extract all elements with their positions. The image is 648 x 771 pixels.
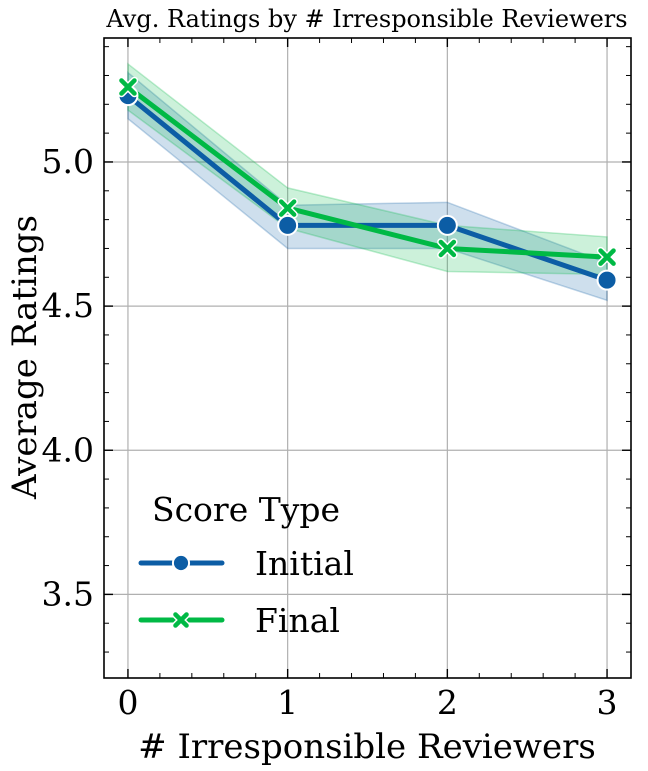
x-tick-label: 3 [597, 683, 618, 722]
legend-marker-final [171, 610, 191, 630]
y-tick-label: 4.5 [42, 286, 94, 325]
final-point [117, 76, 139, 98]
final-point [596, 246, 618, 268]
x-axis-title: # Irresponsible Reviewers [138, 727, 596, 767]
initial-point [436, 214, 458, 236]
legend-label-final: Final [255, 601, 340, 640]
x-tick-labels: 0 1 2 3 [117, 683, 617, 722]
legend-label-initial: Initial [255, 544, 354, 583]
marker-cross [278, 199, 297, 217]
initial-confidence-band [127, 70, 608, 302]
legend: Score Type Initial Final [138, 490, 354, 640]
marker-cross [598, 248, 616, 266]
series-markers [117, 76, 618, 291]
grid [104, 38, 631, 678]
final-point [277, 197, 298, 219]
final-line [125, 84, 610, 260]
chart-title: Avg. Ratings by # Irresponsible Reviewer… [105, 5, 627, 33]
legend-title: Score Type [152, 490, 340, 529]
confidence-bands [127, 62, 608, 302]
y-tick-label: 5.0 [42, 142, 94, 181]
series-lines [125, 84, 610, 283]
y-tick-label: 3.5 [42, 574, 94, 613]
final-point [437, 238, 458, 259]
axis-ticks [104, 38, 631, 678]
marker-cross [173, 612, 189, 628]
y-tick-labels: 3.5 4.0 4.5 5.0 [42, 142, 94, 613]
marker-cross [119, 78, 137, 96]
initial-point [277, 214, 299, 236]
x-tick-label: 1 [277, 683, 298, 722]
x-tick-label: 2 [437, 683, 458, 722]
initial-point [596, 269, 618, 291]
y-axis-title: Average Ratings [5, 215, 45, 500]
plot-frame [103, 37, 632, 679]
marker-cross [438, 239, 457, 258]
x-tick-label: 0 [117, 683, 138, 722]
y-tick-label: 4.0 [42, 430, 94, 469]
legend-marker-initial [171, 553, 191, 573]
